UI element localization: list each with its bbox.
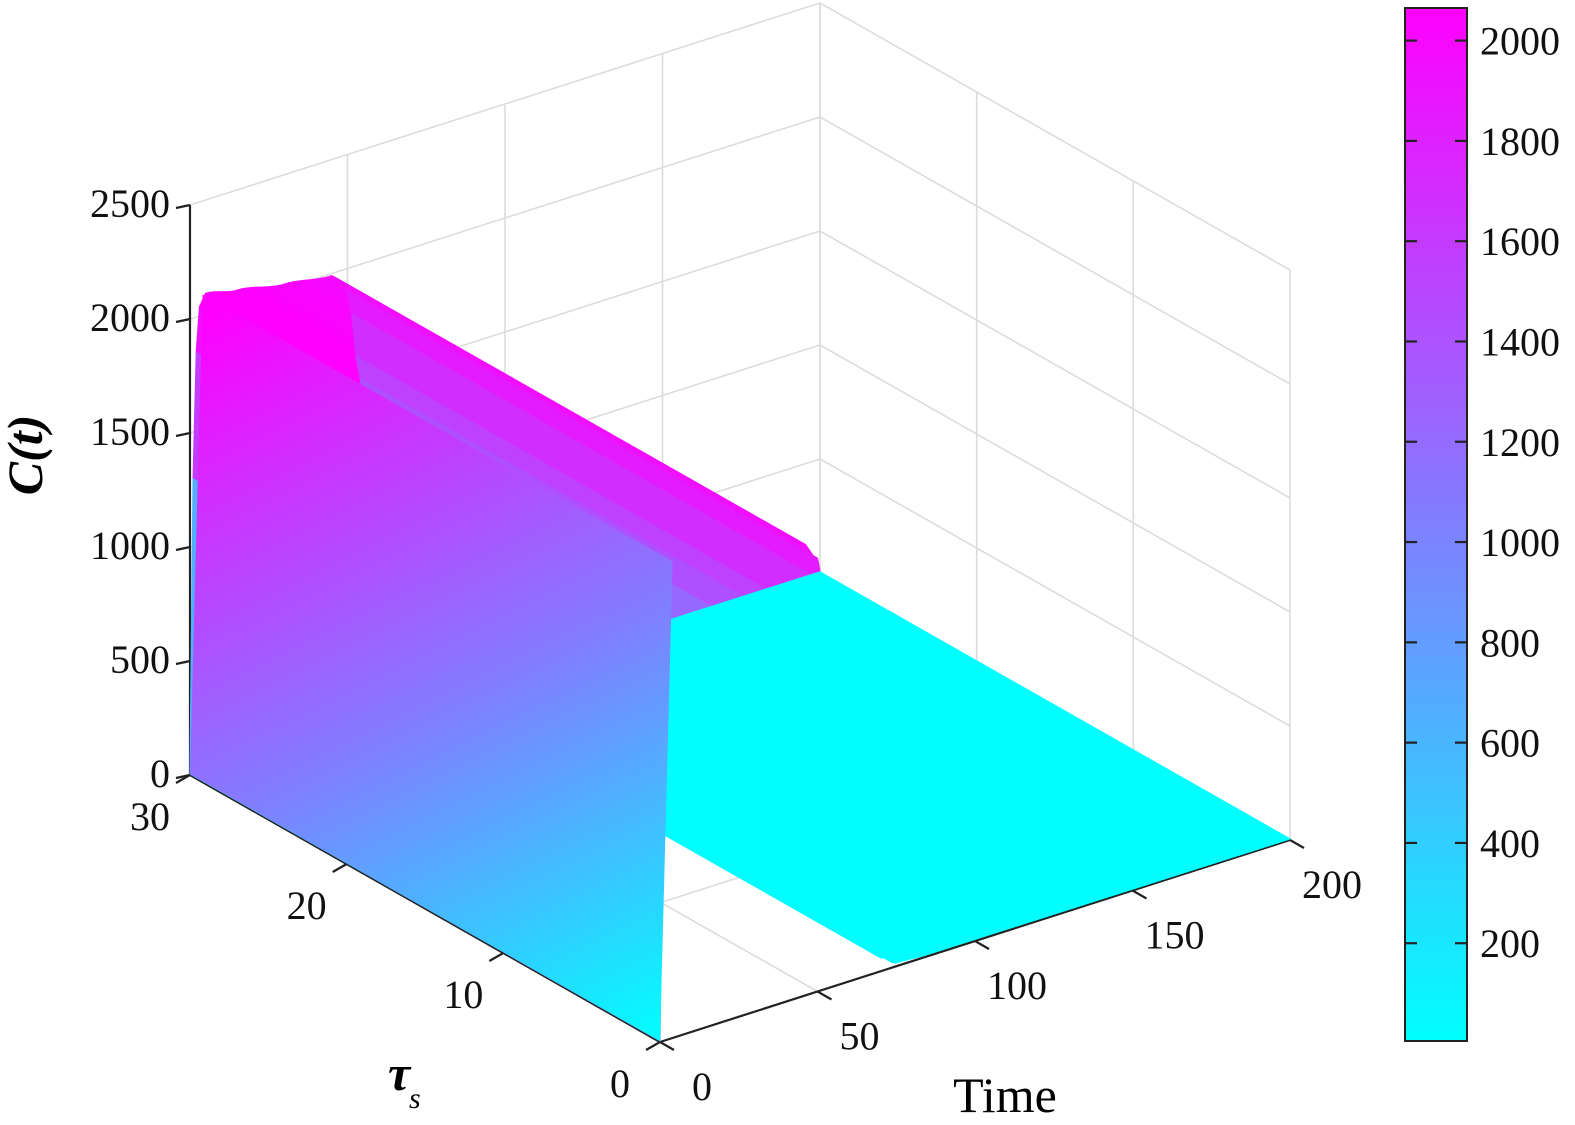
svg-text:s: s xyxy=(409,1082,421,1115)
grid-line xyxy=(819,116,1291,385)
z-axis-label: C(t) xyxy=(0,415,53,496)
c-tick-label: 500 xyxy=(110,637,170,682)
colorbar-tick-label: 800 xyxy=(1480,620,1540,665)
grid-line xyxy=(819,2,1291,271)
svg-text:τ: τ xyxy=(388,1045,412,1101)
tau-axis-label: τ s xyxy=(388,1045,421,1115)
tau-axis-line xyxy=(189,774,661,1043)
c-tick-label: 0 xyxy=(150,751,170,796)
tick-mark xyxy=(816,990,833,1001)
grid-line xyxy=(819,458,1291,727)
tau-tick-label: 30 xyxy=(130,794,170,839)
surface-rise-face xyxy=(190,294,673,1041)
colorbar-tick-label: 600 xyxy=(1480,721,1540,766)
tick-mark xyxy=(175,431,191,438)
time-axis-label: Time xyxy=(953,1067,1057,1123)
colorbar-tick-label: 1800 xyxy=(1480,119,1560,164)
grid-line xyxy=(189,2,821,206)
c-tick-label: 1000 xyxy=(90,523,170,568)
surface-strip xyxy=(813,571,1292,842)
colorbar-tick-label: 400 xyxy=(1480,821,1540,866)
tau-tick-label: 0 xyxy=(610,1061,630,1106)
grid-line xyxy=(819,230,1291,499)
colorbar-tick-label: 2000 xyxy=(1480,19,1560,64)
c-tick-label: 2000 xyxy=(90,295,170,340)
colorbar: 200 400 600 800 1000 1200 1400 1600 1800 2000 xyxy=(1404,7,1560,1042)
colorbar-tick-label: 1200 xyxy=(1480,420,1560,465)
grid-line xyxy=(819,344,1291,613)
tick-mark xyxy=(1289,839,1305,849)
colorbar-tick-label: 1600 xyxy=(1480,219,1560,264)
time-tick-label: 100 xyxy=(987,963,1047,1008)
colorbar-gradient xyxy=(1404,7,1468,1042)
tick-mark xyxy=(488,952,504,962)
c-tick-label: 1500 xyxy=(90,409,170,454)
time-tick-label: 0 xyxy=(692,1064,712,1109)
tick-mark xyxy=(175,545,191,552)
colorbar-tick-label: 1000 xyxy=(1480,520,1560,565)
tick-mark xyxy=(175,659,191,666)
colorbar-tick-label: 1400 xyxy=(1480,319,1560,364)
colorbar-ticks: 200 400 600 800 1000 1200 1400 1600 1800 2000 xyxy=(1405,19,1560,966)
tick-mark xyxy=(175,317,191,324)
tick-mark xyxy=(645,1041,661,1051)
tau-tick-label: 10 xyxy=(443,972,483,1017)
surface xyxy=(189,275,1292,1042)
time-tick-label: 50 xyxy=(840,1014,880,1059)
time-tick-label: 200 xyxy=(1302,862,1362,907)
colorbar-tick-label: 200 xyxy=(1480,921,1540,966)
c-tick-label: 2500 xyxy=(90,181,170,226)
tick-mark xyxy=(659,1041,675,1051)
tick-mark xyxy=(1131,889,1148,900)
tick-mark xyxy=(974,940,990,950)
tau-tick-label: 20 xyxy=(287,883,327,928)
tick-mark xyxy=(175,774,191,784)
tick-mark xyxy=(332,863,348,873)
tick-mark xyxy=(175,203,191,210)
time-tick-label: 150 xyxy=(1145,913,1205,958)
